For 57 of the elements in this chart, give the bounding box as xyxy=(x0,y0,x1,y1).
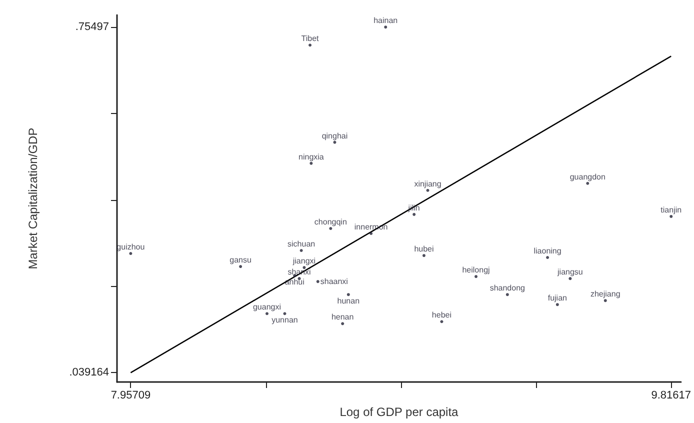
series-label: hubei xyxy=(414,244,434,254)
series-label: jiangsu xyxy=(556,268,583,277)
point xyxy=(329,226,332,230)
series-label: fujian xyxy=(548,294,567,303)
point xyxy=(283,312,286,316)
series-label: anhui xyxy=(284,278,305,287)
series-label: ningxia xyxy=(298,152,324,162)
series-label: henan xyxy=(331,312,354,322)
point xyxy=(308,44,312,47)
series-label: yunnan xyxy=(272,316,298,325)
point xyxy=(341,322,344,326)
point xyxy=(586,182,590,185)
point xyxy=(239,265,242,268)
point xyxy=(670,214,673,218)
x-tick-label: 9.81617 xyxy=(651,390,691,402)
point xyxy=(556,303,559,306)
series-label: chongqin xyxy=(314,217,347,226)
series-label: shandong xyxy=(490,284,525,293)
point xyxy=(506,293,509,296)
point xyxy=(546,256,550,260)
series-label: xinjiang xyxy=(414,179,442,188)
series-label: sichuan xyxy=(288,240,316,249)
point xyxy=(370,232,373,236)
point xyxy=(300,249,303,252)
y-tick-label: .039164 xyxy=(69,366,109,379)
series-label: heilongj xyxy=(462,266,490,275)
series-label: liaoning xyxy=(534,246,562,256)
series-label: hebei xyxy=(432,310,452,320)
point xyxy=(440,320,444,324)
x-tick-label: 7.95709 xyxy=(110,390,151,402)
point xyxy=(316,280,320,284)
series-label: guangxi xyxy=(252,302,282,312)
series-label: shaanxi xyxy=(320,277,348,286)
series-label: zhejiang xyxy=(590,290,620,299)
series-label: guangdon xyxy=(570,172,606,182)
point xyxy=(474,275,478,278)
point xyxy=(310,162,313,165)
y-tick-label: .75497 xyxy=(75,21,109,34)
point xyxy=(426,188,430,192)
point xyxy=(604,299,607,302)
point xyxy=(568,277,572,280)
series-label: hainan xyxy=(374,16,398,26)
series-label: Tibet xyxy=(301,34,320,44)
series-label: jiangxi xyxy=(292,256,316,266)
point xyxy=(333,140,336,144)
point xyxy=(412,212,416,216)
series-label: gansu xyxy=(230,256,252,265)
point xyxy=(346,293,350,296)
x-axis-title: Log of GDP per capita xyxy=(340,404,459,419)
point xyxy=(422,254,426,258)
series-label: qinghai xyxy=(322,131,348,140)
series-label: hunan xyxy=(337,296,360,306)
point xyxy=(384,26,388,29)
series-label: tianjin xyxy=(660,205,682,214)
point xyxy=(129,252,132,255)
point xyxy=(266,312,268,316)
y-axis-title: Market Capitalization/GDP xyxy=(26,128,40,270)
